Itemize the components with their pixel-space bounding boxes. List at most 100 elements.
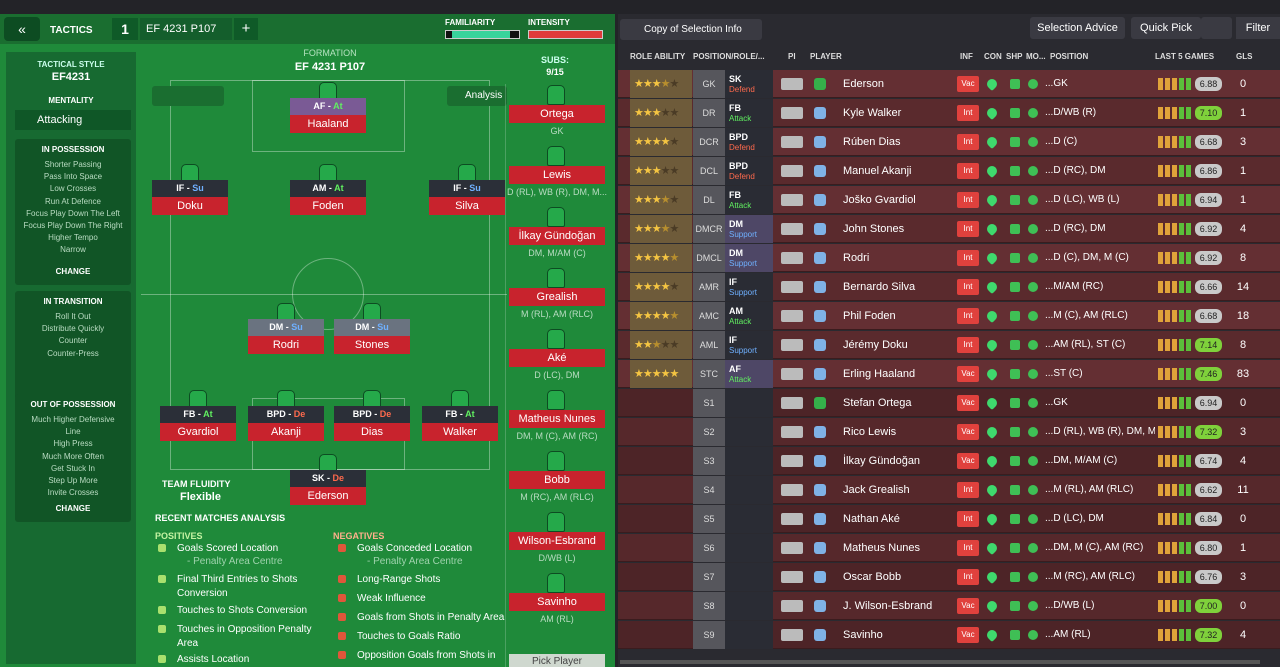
column-header[interactable]: INF (960, 52, 973, 61)
player-name[interactable]: Kyle Walker (843, 107, 902, 119)
role-label[interactable]: DM - Su (334, 319, 410, 336)
player-name[interactable]: J. Wilson-Esbrand (843, 600, 933, 612)
role-label[interactable]: IF - Su (152, 180, 228, 197)
player-name[interactable]: Manuel Akanji (843, 165, 912, 177)
view-buttons[interactable] (152, 86, 224, 106)
role-label[interactable]: BPD - De (248, 406, 324, 423)
analysis-title[interactable]: RECENT MATCHES ANALYSIS (155, 513, 286, 523)
inf-badge: Vac (957, 627, 979, 643)
sub-name[interactable]: Savinho (509, 593, 605, 611)
player-name[interactable]: Gvardiol (160, 423, 236, 441)
column-header[interactable]: GLS (1236, 52, 1253, 61)
quick-pick[interactable]: Quick Pick (1131, 17, 1201, 39)
role[interactable]: IF (729, 277, 737, 287)
player-name[interactable]: İlkay Gündoğan (843, 455, 921, 467)
player-name[interactable]: Nathan Aké (843, 513, 900, 525)
instruction: Focus Play Down The Left (26, 208, 120, 218)
player-name[interactable]: Rodri (843, 252, 870, 264)
player-name[interactable]: Rodri (248, 336, 324, 354)
role-label[interactable]: IF - Su (429, 180, 505, 197)
player-name[interactable]: Ederson (843, 78, 884, 90)
role[interactable]: FB (729, 190, 741, 200)
player-name[interactable]: Oscar Bobb (843, 571, 902, 583)
column-header[interactable]: SHP (1006, 52, 1023, 61)
column-header[interactable]: MO... (1026, 52, 1046, 61)
back-button[interactable]: « (4, 17, 40, 41)
player-name[interactable]: Jérémy Doku (843, 339, 908, 351)
role[interactable]: FB (729, 103, 741, 113)
column-header[interactable]: CON (984, 52, 1002, 61)
quick-pick-menu[interactable] (1201, 17, 1232, 39)
column-header[interactable]: LAST 5 GAMES (1155, 52, 1215, 61)
column-header[interactable]: POSITION (1050, 52, 1089, 61)
player-name[interactable]: Ederson (290, 487, 366, 505)
role-ability: ★★★★★ (634, 107, 679, 119)
role[interactable]: BPD (729, 161, 749, 171)
player-name[interactable]: Dias (334, 423, 410, 441)
mentality-dropdown[interactable]: Attacking (15, 110, 131, 130)
role-label[interactable]: AF - At (290, 98, 366, 115)
player-name[interactable]: Stefan Ortega (843, 397, 912, 409)
player-name[interactable]: Bernardo Silva (843, 281, 916, 293)
sub-name[interactable]: Grealish (509, 288, 605, 306)
add-tactic[interactable]: + (234, 18, 258, 40)
role[interactable]: SK (729, 74, 742, 84)
role[interactable]: DM (729, 219, 743, 229)
role-label[interactable]: DM - Su (248, 319, 324, 336)
role-label[interactable]: SK - De (290, 470, 366, 487)
selection-advice[interactable]: Selection Advice (1030, 17, 1125, 39)
role-label[interactable]: FB - At (422, 406, 498, 423)
formation-name[interactable]: EF 4231 P107 (294, 61, 366, 73)
player-name[interactable]: Matheus Nunes (843, 542, 921, 554)
pick-player[interactable]: Pick Player (509, 654, 605, 667)
sub-name[interactable]: Wilson-Esbrand (509, 532, 605, 550)
player-name[interactable]: Haaland (290, 115, 366, 133)
rating: 7.32 (1195, 628, 1222, 642)
sub-name[interactable]: Matheus Nunes (509, 410, 605, 428)
position-cell: STC (693, 360, 725, 388)
sub-name[interactable]: Bobb (509, 471, 605, 489)
player-name[interactable]: Doku (152, 197, 228, 215)
sub-name[interactable]: Ortega (509, 105, 605, 123)
player-name[interactable]: Silva (429, 197, 505, 215)
player-name[interactable]: Joško Gvardiol (843, 194, 916, 206)
change-button[interactable]: CHANGE (55, 267, 91, 276)
player-name[interactable]: Akanji (248, 423, 324, 441)
column-header[interactable]: ROLE ABILITY (630, 52, 686, 61)
form-bar (1179, 368, 1184, 380)
sub-name[interactable]: İlkay Gündoğan (509, 227, 605, 245)
tactical-style[interactable]: EF4231 (51, 71, 91, 83)
role-label[interactable]: FB - At (160, 406, 236, 423)
team-fluidity-label: TEAM FLUIDITY (162, 479, 231, 489)
player-name[interactable]: Foden (290, 197, 366, 215)
player-name[interactable]: Phil Foden (843, 310, 896, 322)
change-button[interactable]: CHANGE (55, 504, 91, 513)
role[interactable]: AM (729, 306, 743, 316)
tactic-slot[interactable]: 1 (112, 18, 138, 40)
rating: 6.86 (1195, 164, 1222, 178)
column-header[interactable]: POSITION/ROLE/... (693, 52, 765, 61)
role[interactable]: AF (729, 364, 741, 374)
filter[interactable]: Filter (1236, 17, 1280, 39)
role[interactable]: DM (729, 248, 743, 258)
player-name[interactable]: Savinho (843, 629, 883, 641)
player-name[interactable]: John Stones (843, 223, 905, 235)
role-label[interactable]: BPD - De (334, 406, 410, 423)
analysis-button[interactable]: Analysis (447, 86, 507, 106)
player-name[interactable]: Rico Lewis (843, 426, 897, 438)
sub-name[interactable]: Lewis (509, 166, 605, 184)
role-label[interactable]: AM - At (290, 180, 366, 197)
role[interactable]: BPD (729, 132, 749, 142)
column-header[interactable]: PI (788, 52, 796, 61)
player-name[interactable]: Rúben Dias (843, 136, 901, 148)
role[interactable]: IF (729, 335, 737, 345)
sub-name[interactable]: Aké (509, 349, 605, 367)
player-name[interactable]: Walker (422, 423, 498, 441)
column-header[interactable]: PLAYER (810, 52, 842, 61)
tactic-name[interactable]: EF 4231 P107 (140, 18, 232, 40)
position-text: ...D (LC), WB (L) (1045, 194, 1120, 205)
player-name[interactable]: Jack Grealish (843, 484, 910, 496)
player-name[interactable]: Erling Haaland (843, 368, 916, 380)
copy-dropdown[interactable]: Copy of Selection Info (620, 19, 762, 40)
player-name[interactable]: Stones (334, 336, 410, 354)
